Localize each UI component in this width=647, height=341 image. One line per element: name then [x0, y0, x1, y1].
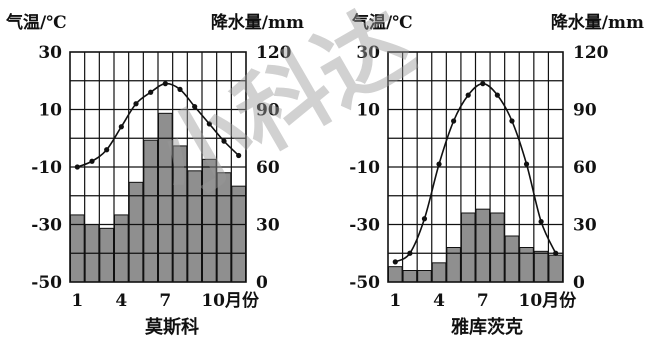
temperature-point	[206, 121, 212, 127]
temperature-point	[494, 92, 500, 98]
temperature-point	[133, 101, 139, 107]
chart-caption: 莫斯科	[144, 316, 199, 338]
x-tick-label: 7	[477, 291, 489, 311]
chart-yakutsk: 气温/℃ 降水量/mm 30 10 -10 -30 -50 120 90 60 30 0 1 4 7 10月份…	[349, 12, 644, 338]
x-tick-label: 4	[115, 291, 127, 311]
precip-bar	[490, 212, 505, 283]
precip-bar	[417, 270, 432, 283]
temperature-point	[74, 164, 80, 170]
temperature-point	[436, 161, 442, 167]
y-right-axis-title: 降水量/mm	[211, 12, 304, 33]
y-right-tick-label: 30	[256, 216, 280, 236]
y-left-tick-label: -50	[349, 273, 380, 293]
temperature-point	[192, 104, 198, 110]
temperature-point	[407, 250, 413, 256]
x-tick-label: 4	[433, 291, 445, 311]
plot-frame	[387, 51, 564, 283]
y-left-axis-title: 气温/℃	[5, 12, 67, 33]
precip-bar	[504, 235, 520, 283]
y-right-tick-label: 60	[256, 158, 280, 178]
y-right-tick-label: 0	[256, 273, 268, 293]
precip-bar	[99, 227, 115, 283]
y-left-tick-label: 10	[356, 101, 380, 121]
temperature-point	[236, 152, 242, 159]
temperature-point	[118, 124, 124, 130]
x-tick-label: 1	[389, 291, 401, 311]
y-left-tick-label: -30	[349, 216, 380, 236]
y-left-tick-label: -10	[31, 158, 62, 178]
temperature-point	[553, 250, 559, 256]
precip-bar	[460, 212, 476, 283]
precip-bar	[431, 262, 447, 283]
temperature-point	[104, 147, 110, 153]
x-tick-label: 10月份	[201, 290, 260, 311]
precip-bar	[231, 185, 246, 283]
chart-caption: 雅库茨克	[450, 316, 523, 338]
y-left-tick-label: 30	[38, 43, 62, 63]
temperature-point	[392, 259, 398, 265]
temperature-point	[148, 89, 154, 95]
precip-bar	[388, 266, 403, 283]
y-right-axis-title: 降水量/mm	[551, 12, 644, 33]
y-left-tick-label: -10	[349, 158, 380, 178]
temperature-point	[480, 81, 486, 87]
y-left-tick-label: 10	[38, 101, 62, 121]
temperature-point	[162, 81, 168, 87]
y-right-tick-label: 0	[573, 273, 585, 293]
x-tick-label: 7	[159, 291, 171, 311]
temperature-line	[394, 82, 557, 263]
temperature-point	[538, 219, 544, 225]
y-right-tick-label: 60	[573, 158, 597, 178]
precip-bar	[475, 208, 491, 283]
y-right-tick-label: 90	[573, 101, 597, 121]
precip-bar	[548, 254, 564, 283]
temperature-point	[465, 92, 471, 98]
x-tick-label: 1	[71, 291, 83, 311]
chart-moscow: 气温/℃ 降水量/mm 30 10 -10 -30 -50 120 90 60 30 0 1 4 7 10月份…	[5, 12, 304, 338]
precip-bar	[402, 270, 418, 283]
plot-frame	[69, 51, 247, 283]
temperature-point	[221, 138, 227, 144]
y-left-tick-label: -50	[31, 273, 62, 293]
temperature-point	[89, 158, 95, 164]
y-right-tick-label: 90	[256, 101, 280, 121]
precip-bar	[143, 139, 158, 283]
y-right-tick-label: 120	[573, 43, 609, 63]
y-left-tick-label: -30	[31, 216, 62, 236]
y-left-tick-label: 30	[356, 43, 380, 63]
temperature-point	[177, 86, 183, 92]
temperature-point	[509, 118, 515, 124]
temperature-point	[523, 161, 530, 167]
y-left-axis-title: 气温/℃	[351, 12, 413, 33]
precip-bar	[533, 250, 549, 283]
y-right-tick-label: 120	[256, 43, 292, 63]
temperature-point	[451, 118, 457, 124]
y-right-tick-label: 30	[573, 216, 597, 236]
temperature-point	[421, 216, 428, 222]
precip-bar	[128, 181, 144, 283]
x-tick-label: 10月份	[519, 290, 578, 311]
